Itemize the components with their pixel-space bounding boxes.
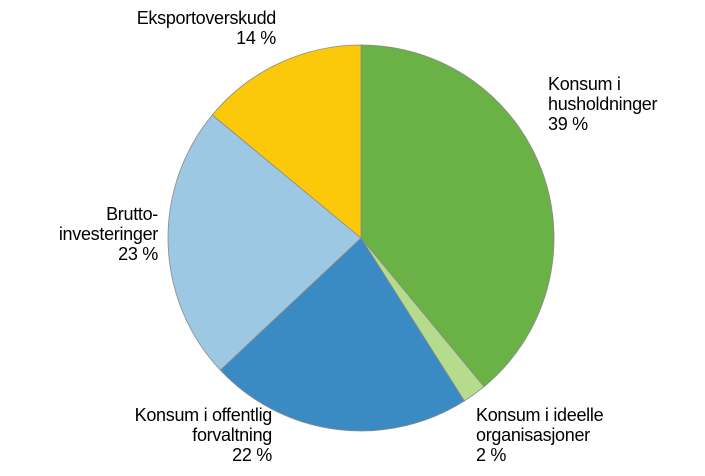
category-label: Konsum i ideelle organisasjoner — [476, 405, 604, 445]
category-label: Konsum i husholdninger — [548, 74, 658, 114]
value-label: 22 % — [232, 445, 272, 465]
pie-slice — [360, 44, 555, 388]
category-label: Konsum i offentlig forvaltning — [134, 405, 273, 445]
slice-label: Brutto- investeringer 23 % — [59, 204, 158, 264]
slice-label: Konsum i offentlig forvaltning 22 % — [134, 405, 273, 465]
value-label: 2 % — [476, 445, 507, 465]
slice-label: Konsum i ideelle organisasjoner 2 % — [476, 405, 604, 465]
value-label: 23 % — [118, 244, 158, 264]
slice-label: Konsum i husholdninger 39 % — [548, 74, 658, 134]
pie-slice — [219, 237, 465, 432]
slice-label: Eksportoverskudd 14 % — [136, 8, 277, 48]
pie-slice — [167, 114, 362, 371]
value-label: 39 % — [548, 114, 588, 134]
pie-slice — [211, 44, 362, 239]
category-label: Eksportoverskudd — [136, 8, 277, 28]
category-label: Brutto- investeringer — [58, 204, 158, 244]
value-label: 14 % — [236, 28, 276, 48]
